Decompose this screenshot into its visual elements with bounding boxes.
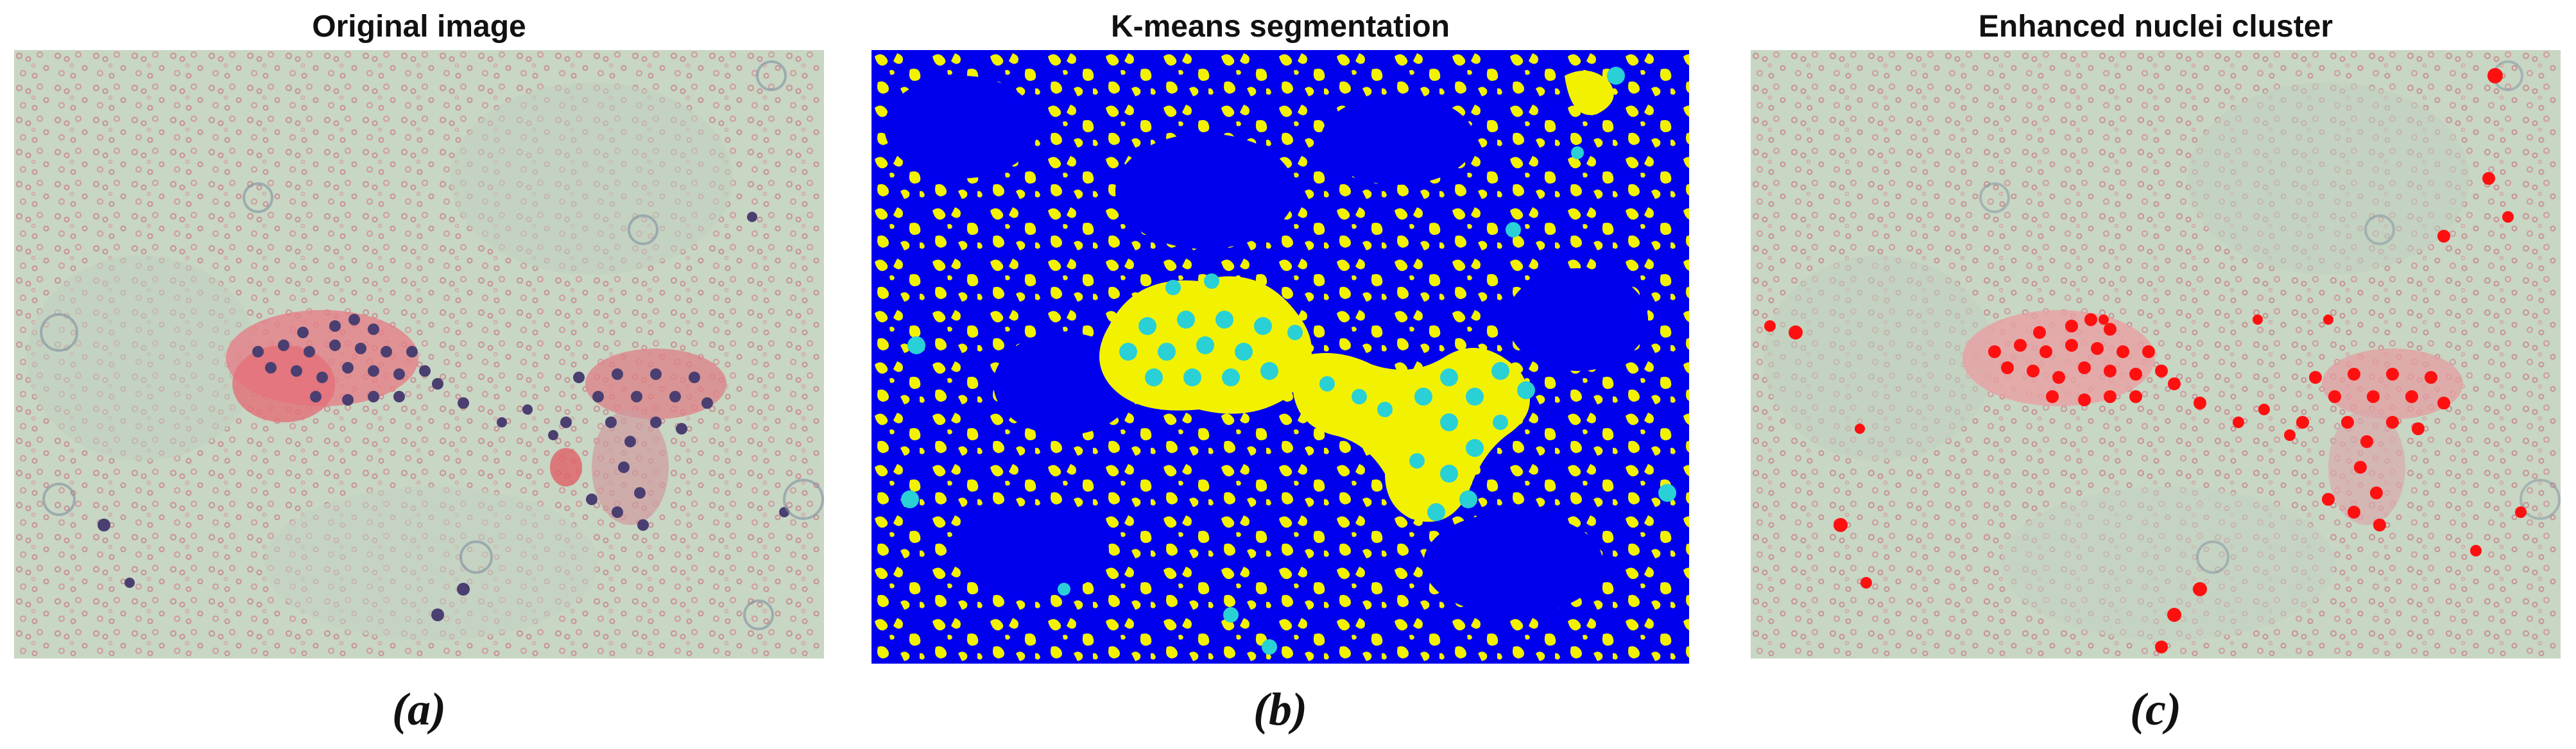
segmentation-image <box>872 50 1689 664</box>
panel-title-kmeans: K-means segmentation <box>1110 10 1450 44</box>
panel-caption-b: (b) <box>1253 684 1307 735</box>
highlighted-nuclei <box>1764 68 2527 653</box>
cell-cluster-right <box>550 349 726 525</box>
panel-caption-c: (c) <box>2130 684 2181 735</box>
cell-cluster-left <box>226 310 418 422</box>
panel-title-enhanced: Enhanced nuclei cluster <box>1978 10 2333 44</box>
enhanced-image <box>1751 50 2561 659</box>
segmented-nuclei <box>901 67 1676 655</box>
nuclei <box>98 212 789 621</box>
panel-title-original: Original image <box>312 10 526 44</box>
background-cells <box>40 60 824 630</box>
panel-caption-a: (a) <box>392 684 446 735</box>
original-image <box>14 50 824 659</box>
